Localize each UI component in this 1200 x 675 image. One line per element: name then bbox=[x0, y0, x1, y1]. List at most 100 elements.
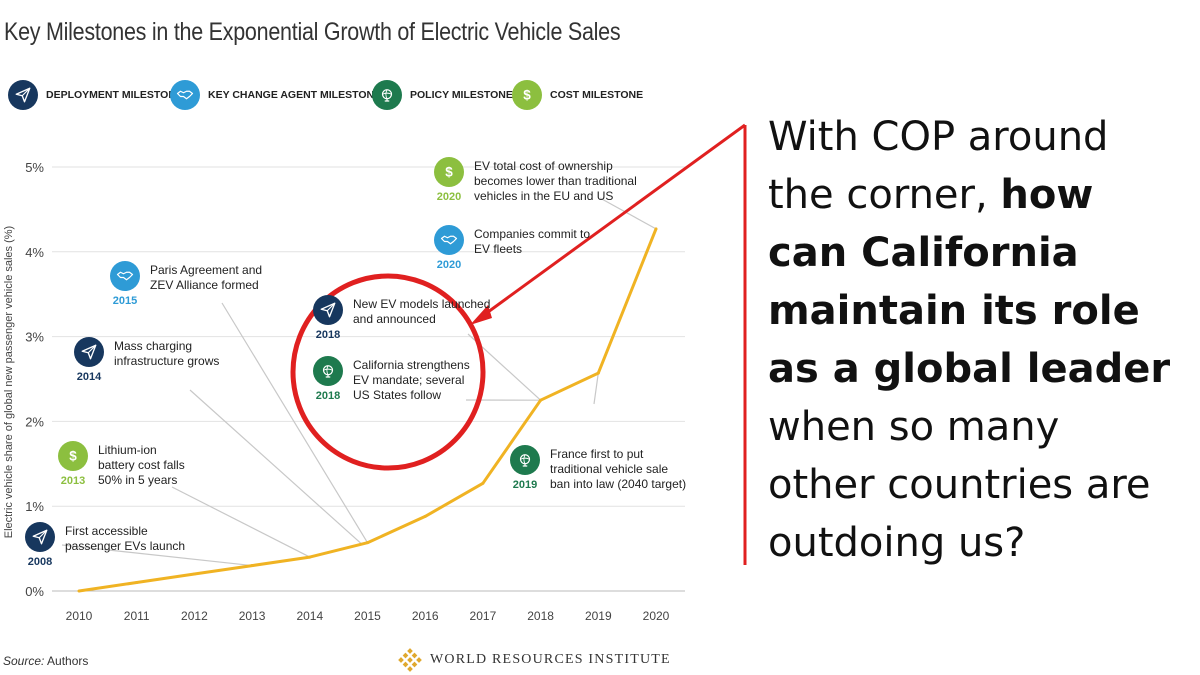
paper-plane-icon bbox=[25, 522, 55, 552]
data-point bbox=[481, 481, 485, 485]
wri-mark-icon bbox=[398, 648, 422, 672]
dollar-icon: $ bbox=[58, 441, 88, 471]
milestone-text: France first to put traditional vehicle s… bbox=[550, 447, 687, 491]
callout-line: the corner, bbox=[768, 172, 988, 218]
handshake-icon bbox=[434, 225, 464, 255]
data-point bbox=[77, 589, 81, 593]
x-tick-label: 2018 bbox=[527, 609, 554, 623]
x-tick-label: 2014 bbox=[296, 609, 323, 623]
milestone-year: 2020 bbox=[436, 259, 462, 271]
milestone-year: 2014 bbox=[76, 371, 102, 383]
leader-line bbox=[593, 372, 599, 405]
y-tick-label: 2% bbox=[25, 414, 44, 429]
callout-line: With COP around bbox=[768, 114, 1109, 160]
y-tick-label: 1% bbox=[25, 499, 44, 514]
callout-text: With COP around the corner, how can Cali… bbox=[768, 108, 1198, 572]
leader-line bbox=[221, 302, 369, 543]
arrow-head bbox=[470, 305, 492, 325]
legend-agent: KEY CHANGE AGENT MILESTONE bbox=[170, 80, 381, 110]
callout-line: when so many bbox=[768, 404, 1060, 450]
dollar-icon: $ bbox=[434, 157, 464, 187]
handshake-icon bbox=[170, 80, 200, 110]
x-tick-label: 2013 bbox=[239, 609, 266, 623]
x-tick-label: 2010 bbox=[66, 609, 93, 623]
y-tick-label: 4% bbox=[25, 245, 44, 260]
milestone-text: Mass charging infrastructure grows bbox=[114, 339, 220, 368]
legend-label: POLICY MILESTONE bbox=[410, 89, 513, 101]
data-point bbox=[250, 564, 254, 568]
leader-line bbox=[599, 197, 657, 230]
milestone-year: 2013 bbox=[60, 475, 86, 487]
globe-icon bbox=[510, 445, 540, 475]
y-tick-labels: 0% 1% 2% 3% 4% 5% bbox=[25, 160, 44, 599]
milestone-year: 2015 bbox=[112, 295, 138, 307]
source-note: Source: Authors bbox=[3, 654, 88, 668]
milestone-year: 2018 bbox=[315, 390, 341, 402]
legend-policy: POLICY MILESTONE bbox=[372, 80, 513, 110]
data-point bbox=[539, 398, 543, 402]
y-tick-label: 3% bbox=[25, 330, 44, 345]
callout-emphasis: can California bbox=[768, 230, 1079, 276]
callout-line: outdoing us? bbox=[768, 520, 1026, 566]
callout-emphasis: as a global leader bbox=[768, 346, 1171, 392]
wri-logo: WORLD RESOURCES INSTITUTE bbox=[398, 648, 671, 672]
milestone-text: EV total cost of ownership becomes lower … bbox=[474, 159, 637, 203]
handshake-icon bbox=[110, 261, 140, 291]
data-point bbox=[366, 541, 369, 545]
callout-line: other countries are bbox=[768, 462, 1151, 508]
leader-line bbox=[171, 486, 311, 558]
milestone-year: 2008 bbox=[27, 556, 53, 568]
x-tick-label: 2016 bbox=[412, 609, 439, 623]
x-tick-label: 2017 bbox=[470, 609, 497, 623]
legend-label: COST MILESTONE bbox=[550, 89, 644, 101]
svg-text:$: $ bbox=[523, 88, 531, 103]
dollar-icon: $ bbox=[512, 80, 542, 110]
globe-icon bbox=[313, 356, 343, 386]
grid-lines bbox=[52, 166, 685, 592]
paper-plane-icon bbox=[313, 295, 343, 325]
legend-cost: $ COST MILESTONE bbox=[512, 80, 643, 110]
milestone-text: Companies commit to EV fleets bbox=[474, 227, 591, 256]
chart-title: Key Milestones in the Exponential Growth… bbox=[4, 18, 621, 46]
org-name: WORLD RESOURCES INSTITUTE bbox=[430, 652, 671, 667]
data-points bbox=[77, 227, 658, 593]
x-tick-label: 2020 bbox=[643, 609, 670, 623]
data-point bbox=[596, 371, 600, 375]
paper-plane-icon bbox=[8, 80, 38, 110]
milestone-year: 2018 bbox=[315, 329, 341, 341]
x-tick-label: 2019 bbox=[585, 609, 612, 623]
y-axis-label: Electric vehicle share of global new pas… bbox=[3, 226, 15, 538]
milestone-text: New EV models launched and announced bbox=[353, 297, 491, 326]
data-point bbox=[308, 555, 312, 559]
legend-deployment: DEPLOYMENT MILESTONE bbox=[8, 80, 183, 110]
paper-plane-icon bbox=[74, 337, 104, 367]
data-point bbox=[423, 514, 427, 518]
source-label: Source: bbox=[3, 654, 45, 668]
y-tick-label: 0% bbox=[25, 584, 44, 599]
data-point bbox=[654, 227, 658, 231]
data-point bbox=[135, 581, 139, 585]
milestone-year: 2020 bbox=[436, 191, 462, 203]
leader-line bbox=[61, 544, 253, 567]
callout-emphasis: how bbox=[1000, 172, 1094, 218]
x-tick-labels: 2010 2011 2012 2013 2014 2015 2016 2017 2018 2019… bbox=[66, 609, 670, 623]
source-value: Authors bbox=[47, 654, 89, 668]
svg-text:$: $ bbox=[69, 449, 77, 464]
milestone-text: California strengthens EV mandate; severa… bbox=[353, 358, 470, 402]
milestone-text: Paris Agreement and ZEV Alliance formed bbox=[150, 263, 263, 292]
globe-icon bbox=[372, 80, 402, 110]
x-tick-label: 2011 bbox=[124, 609, 150, 623]
y-tick-label: 5% bbox=[25, 160, 44, 175]
legend-label: DEPLOYMENT MILESTONE bbox=[46, 89, 183, 101]
milestone-text: Lithium-ion battery cost falls 50% in 5 ye… bbox=[98, 443, 185, 487]
leader-lines bbox=[61, 197, 657, 567]
highlight-circle bbox=[290, 273, 486, 471]
milestone-text: First accessible passenger EVs launch bbox=[65, 524, 186, 553]
data-point bbox=[192, 572, 196, 576]
annotation-arrow bbox=[476, 123, 746, 322]
x-tick-label: 2015 bbox=[354, 609, 381, 623]
x-tick-label: 2012 bbox=[181, 609, 208, 623]
leader-line bbox=[189, 389, 363, 545]
callout-emphasis: maintain its role bbox=[768, 288, 1140, 334]
